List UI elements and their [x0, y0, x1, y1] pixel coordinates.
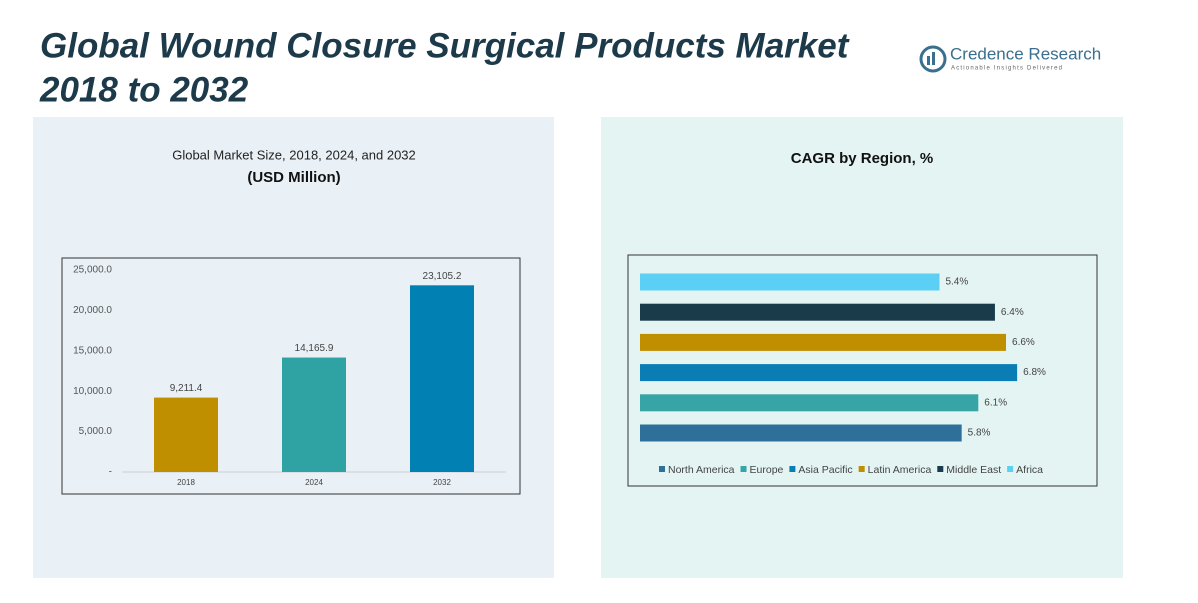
legend-label: Middle East — [946, 464, 1001, 476]
legend-swatch — [858, 466, 865, 472]
y-tick-label: 10,000.0 — [73, 386, 112, 397]
plot-frame — [61, 257, 521, 495]
value-label: 14,165.9 — [295, 343, 334, 354]
value-label: 6.6% — [1012, 337, 1035, 348]
legend-label: Africa — [1016, 464, 1043, 476]
value-label: 5.4% — [945, 277, 968, 288]
y-tick-label: 15,000.0 — [73, 345, 112, 356]
brand-name: Credence Research — [950, 44, 1101, 63]
value-label: 5.8% — [968, 428, 991, 439]
page-title: 2018 to 2032 — [39, 70, 249, 109]
bar — [640, 424, 962, 442]
value-label: 6.8% — [1023, 367, 1046, 378]
x-tick-label: 2024 — [305, 478, 323, 487]
y-tick-label: 20,000.0 — [73, 305, 112, 316]
y-tick-label: 25,000.0 — [73, 265, 112, 276]
logo-icon — [919, 45, 947, 73]
legend-swatch — [740, 466, 747, 472]
bar — [410, 285, 474, 472]
value-label: 6.4% — [1001, 307, 1024, 318]
legend-swatch — [1007, 466, 1014, 472]
value-label: 23,105.2 — [423, 271, 462, 282]
value-label: 6.1% — [984, 397, 1007, 408]
chart-subtitle: (USD Million) — [247, 169, 340, 186]
legend-label: Europe — [750, 464, 784, 476]
page-title: Global Wound Closure Surgical Products M… — [40, 26, 850, 65]
legend-label: Latin America — [868, 464, 932, 476]
brand-tagline: Actionable Insights Delivered — [951, 66, 1063, 72]
legend-label: Asia Pacific — [798, 464, 852, 476]
y-tick-label: - — [109, 467, 112, 478]
bar — [282, 357, 346, 472]
logo-icon — [927, 56, 930, 65]
bar — [640, 394, 979, 412]
legend-label: North America — [668, 464, 735, 476]
chart-title: Global Market Size, 2018, 2024, and 2032 — [172, 147, 416, 162]
y-tick-label: 5,000.0 — [79, 426, 113, 437]
x-tick-label: 2032 — [433, 478, 451, 487]
plot-frame — [627, 254, 1098, 487]
legend-swatch — [659, 466, 665, 472]
legend-swatch — [937, 466, 944, 472]
logo: Credence Research Actionable Insights De… — [919, 44, 1101, 73]
bar — [640, 364, 1018, 382]
bar — [640, 273, 940, 291]
logo-icon — [932, 52, 935, 65]
bar — [154, 397, 218, 472]
bar — [640, 303, 995, 321]
bar — [640, 333, 1007, 351]
x-tick-label: 2018 — [177, 478, 195, 487]
legend-swatch — [789, 466, 796, 472]
chart-title: CAGR by Region, % — [791, 150, 934, 167]
value-label: 9,211.4 — [170, 383, 203, 394]
